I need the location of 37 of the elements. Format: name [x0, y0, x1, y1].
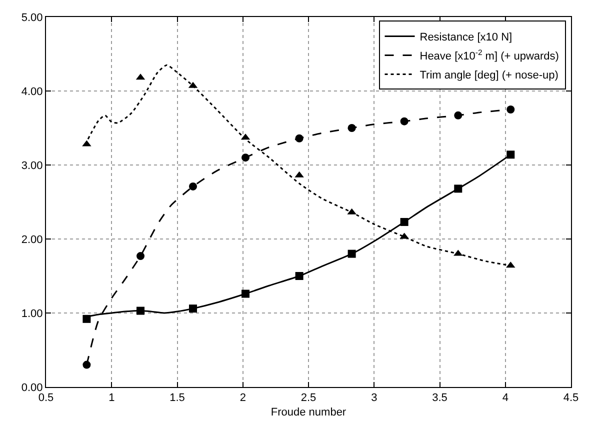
point [82, 360, 91, 369]
legend-label: Heave [x10$^{-2}$ m] (+ upwards) [420, 48, 559, 62]
x-tick-label: 0.5 [38, 392, 54, 404]
point [348, 124, 356, 132]
point [348, 250, 356, 258]
x-tick-label: 4.5 [563, 392, 579, 404]
point [136, 252, 144, 260]
point [189, 182, 197, 190]
y-tick-label: 1.00 [21, 308, 43, 320]
legend-label: Resistance [x10 N] [420, 31, 512, 44]
x-tick-label: 3.5 [432, 392, 448, 404]
point [400, 218, 408, 226]
point [295, 134, 304, 142]
x-tick-label: 1.5 [170, 392, 185, 404]
point [242, 290, 250, 298]
point [189, 304, 197, 313]
point [454, 184, 462, 193]
point [242, 154, 250, 162]
point [454, 111, 462, 120]
x-axis-title: Froude number [270, 406, 346, 418]
x-tick-label: 4 [502, 392, 508, 404]
point [295, 272, 304, 280]
y-tick-label: 4.00 [21, 86, 43, 98]
point [400, 117, 408, 126]
legend-label: Trim angle [deg] (+ nose-up) [420, 69, 558, 82]
x-tick-label: 2.5 [300, 392, 316, 404]
x-tick-label: 2 [240, 392, 246, 404]
x-tick-label: 3 [371, 392, 378, 404]
y-tick-label: 5.00 [21, 12, 43, 24]
point [506, 106, 515, 114]
point [506, 150, 515, 159]
y-tick-label: 3.00 [21, 160, 43, 172]
x-tick-label: 1 [108, 392, 115, 404]
y-tick-label: 0.00 [21, 382, 43, 394]
point [82, 314, 91, 323]
y-tick-label: 2.00 [21, 234, 43, 246]
point [136, 306, 144, 315]
